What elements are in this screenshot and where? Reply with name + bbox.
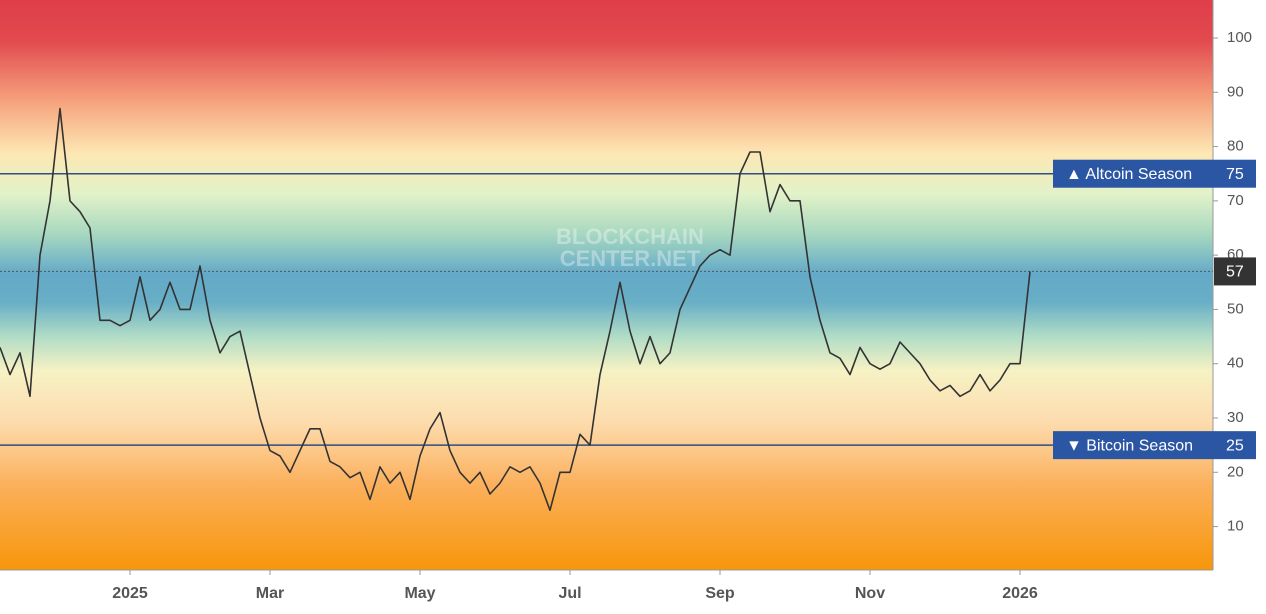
- threshold-value: 25: [1226, 437, 1244, 454]
- x-tick-label: 2025: [112, 585, 148, 602]
- threshold-label: ▼ Bitcoin Season: [1066, 437, 1193, 454]
- y-tick-label: 90: [1227, 83, 1244, 100]
- y-tick-label: 40: [1227, 355, 1244, 372]
- threshold-badge: [1053, 431, 1256, 460]
- x-tick-label: Mar: [256, 585, 284, 602]
- threshold-badge: [1053, 159, 1256, 188]
- watermark: CENTER.NET: [560, 246, 701, 271]
- watermark: BLOCKCHAIN: [556, 224, 704, 249]
- x-tick-label: Jul: [558, 585, 581, 602]
- threshold-value: 75: [1226, 166, 1244, 183]
- y-tick-label: 50: [1227, 300, 1244, 317]
- x-tick-label: Sep: [705, 585, 735, 602]
- y-tick-label: 10: [1227, 518, 1244, 535]
- y-tick-label: 100: [1227, 29, 1252, 46]
- y-tick-label: 30: [1227, 409, 1244, 426]
- threshold-label: ▲ Altcoin Season: [1066, 166, 1192, 183]
- x-tick-label: May: [404, 585, 435, 602]
- x-tick-label: 2026: [1002, 585, 1038, 602]
- current-value-label: 57: [1226, 264, 1244, 281]
- y-tick-label: 80: [1227, 138, 1244, 155]
- y-tick-label: 20: [1227, 463, 1244, 480]
- x-tick-label: Nov: [855, 585, 885, 602]
- background: [0, 0, 1213, 570]
- current-value-badge: [1214, 257, 1256, 286]
- y-tick-label: 70: [1227, 192, 1244, 209]
- index-line: [0, 107, 1031, 512]
